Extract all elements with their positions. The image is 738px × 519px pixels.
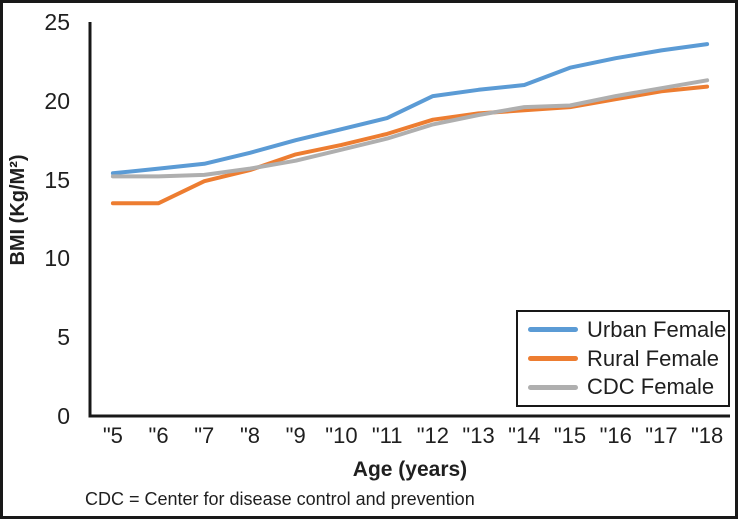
y-tick-label: 5 xyxy=(57,324,70,351)
x-tick-label: "10 xyxy=(325,423,358,448)
x-tick-label: "16 xyxy=(599,423,632,448)
legend-row: Urban Female xyxy=(528,317,728,343)
plot-area xyxy=(88,22,730,418)
series-line-urban-female xyxy=(110,42,710,176)
legend-line-swatch xyxy=(528,327,578,333)
x-tick-label: "17 xyxy=(645,423,678,448)
footnote: CDC = Center for disease control and pre… xyxy=(85,489,475,509)
legend-label: Rural Female xyxy=(587,345,720,371)
x-tick-label: "13 xyxy=(462,423,495,448)
x-tick-label: "9 xyxy=(285,423,306,448)
series-line-rural-female xyxy=(110,84,710,206)
x-tick-label: "15 xyxy=(553,423,587,448)
series-line-cdc-female xyxy=(110,78,710,179)
x-axis-tick-labels: "5 "6 "7 "8 "9 "10 "11 "12 "13 "14 "15 "16 "17 "18 xyxy=(3,3,735,516)
y-tick-label: 25 xyxy=(44,9,70,35)
x-tick-label: "18 xyxy=(691,423,724,448)
legend-row: CDC Female xyxy=(528,374,728,400)
legend-line-swatch xyxy=(528,356,578,361)
x-tick-label: "12 xyxy=(416,423,449,448)
x-tick-label: "11 xyxy=(371,423,403,448)
legend: Urban Female Rural Female CDC Female xyxy=(516,310,730,407)
x-tick-label: "5 xyxy=(102,423,123,448)
legend-label: CDC Female xyxy=(587,374,715,400)
legend-line-swatch xyxy=(528,384,578,390)
x-tick-label: "8 xyxy=(239,423,261,448)
x-tick-label: "6 xyxy=(148,423,169,448)
x-tick-label: "7 xyxy=(194,423,215,448)
y-tick-label: 0 xyxy=(57,403,70,429)
x-tick-label: "14 xyxy=(508,423,541,448)
y-tick-label: 20 xyxy=(44,87,70,114)
y-tick-label: 10 xyxy=(44,245,70,272)
legend-row: Rural Female xyxy=(528,346,728,372)
x-axis-title: Age (years) xyxy=(352,458,468,481)
y-tick-label: 15 xyxy=(44,166,70,193)
y-axis-tick-labels: 0 5 10 15 20 25 xyxy=(3,3,735,516)
legend-label: Urban Female xyxy=(587,316,727,342)
